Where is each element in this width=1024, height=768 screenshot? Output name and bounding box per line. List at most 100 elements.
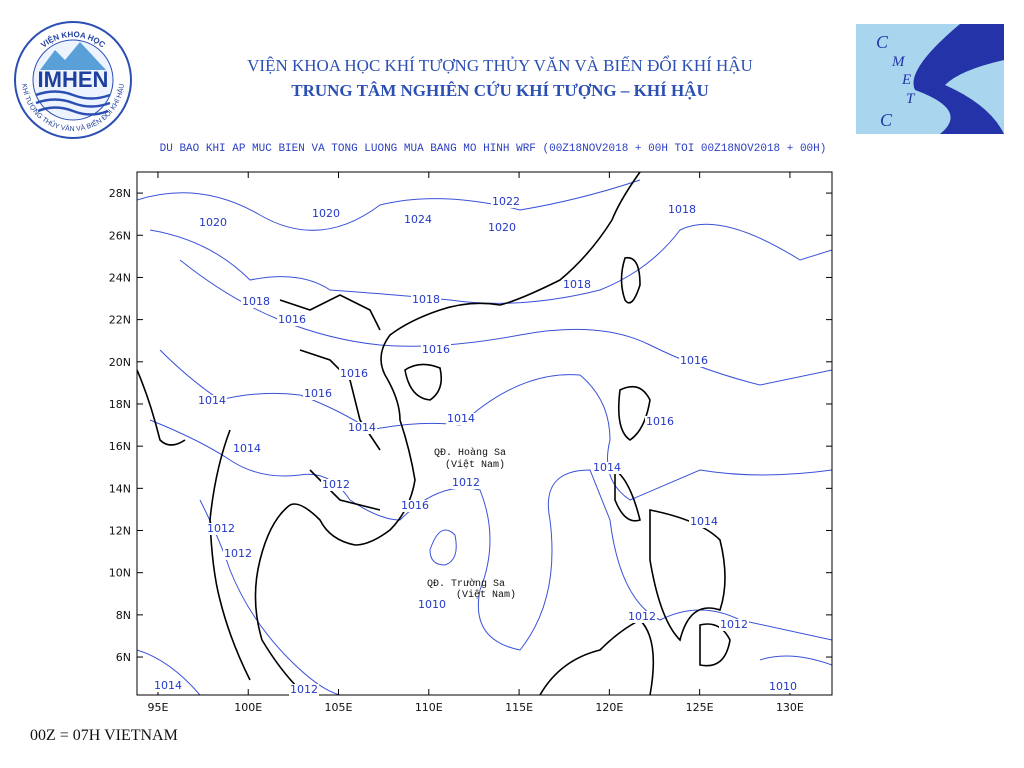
contour-label-bg bbox=[232, 443, 262, 455]
isobar bbox=[159, 349, 832, 501]
contour-label-bg bbox=[562, 279, 592, 291]
place-label: (Việt Nam) bbox=[456, 589, 516, 601]
contour-label-bg bbox=[679, 355, 709, 367]
place-label: (Việt Nam) bbox=[445, 459, 505, 471]
contour-label: 1014 bbox=[447, 412, 475, 425]
logo-name: IMHEN bbox=[38, 67, 109, 92]
contour-label-bg bbox=[153, 680, 183, 692]
isobar bbox=[137, 179, 641, 231]
contour-label: 1012 bbox=[322, 478, 350, 491]
contour-label-bg bbox=[491, 196, 521, 208]
logo-letter: T bbox=[906, 91, 916, 107]
contour-label-bg bbox=[667, 204, 697, 216]
contour-label: 1016 bbox=[422, 343, 450, 356]
place-label: QĐ. Hoàng Sa bbox=[434, 447, 506, 459]
contour-label-bg bbox=[487, 222, 517, 234]
imhen-logo: IMHEN VIỆN KHOA HỌC KHÍ TƯỢNG THỦY VĂN V… bbox=[14, 21, 132, 139]
contour-label: 1010 bbox=[769, 680, 797, 693]
contour-label-bg bbox=[241, 296, 271, 308]
x-tick-label: 100E bbox=[234, 701, 262, 714]
contour-label: 1020 bbox=[312, 207, 340, 220]
place-label: QĐ. Trường Sa bbox=[427, 578, 505, 590]
y-tick-label: 12N bbox=[109, 525, 131, 538]
contour-label: 1016 bbox=[340, 367, 368, 380]
coastline bbox=[354, 172, 641, 546]
contour-label: 1010 bbox=[418, 598, 446, 611]
logo-letter: E bbox=[901, 72, 911, 88]
contour-label: 1018 bbox=[563, 278, 591, 291]
contour-label: 1020 bbox=[488, 221, 516, 234]
x-tick-label: 115E bbox=[505, 701, 533, 714]
map-area bbox=[136, 171, 833, 696]
logo-letter: C bbox=[880, 110, 893, 130]
coastline bbox=[539, 619, 655, 695]
contour-label-bg bbox=[198, 217, 228, 229]
isobar bbox=[429, 529, 457, 566]
contour-label-bg bbox=[592, 462, 622, 474]
coastline bbox=[699, 623, 731, 667]
y-tick-label: 22N bbox=[109, 314, 131, 327]
coastline bbox=[404, 363, 443, 401]
y-tick-label: 6N bbox=[116, 651, 131, 664]
y-tick-label: 18N bbox=[109, 398, 131, 411]
y-tick-label: 28N bbox=[109, 187, 131, 200]
contour-label-bg bbox=[339, 368, 369, 380]
isobar bbox=[179, 259, 832, 386]
contour-label-bg bbox=[719, 619, 749, 631]
contour-label: 1018 bbox=[242, 295, 270, 308]
contour-label: 1012 bbox=[207, 522, 235, 535]
coastline bbox=[137, 369, 186, 446]
contour-label: 1024 bbox=[404, 213, 432, 226]
x-tick-label: 95E bbox=[147, 701, 168, 714]
contour-label: 1014 bbox=[233, 442, 261, 455]
contour-label: 1016 bbox=[278, 313, 306, 326]
y-tick-label: 10N bbox=[109, 567, 131, 580]
contour-label-bg bbox=[289, 684, 319, 696]
contour-label-bg bbox=[421, 344, 451, 356]
header-subtitle: TRUNG TÂM NGHIÊN CỨU KHÍ TƯỢNG – KHÍ HẬU bbox=[291, 81, 708, 100]
contour-label-bg bbox=[206, 523, 236, 535]
contour-label-bg bbox=[446, 413, 476, 425]
contour-label: 1012 bbox=[224, 547, 252, 560]
y-tick-label: 24N bbox=[109, 271, 131, 284]
isobar bbox=[137, 649, 201, 695]
contour-label: 1012 bbox=[290, 683, 318, 696]
contour-label: 1018 bbox=[668, 203, 696, 216]
contour-label-bg bbox=[311, 208, 341, 220]
coastline bbox=[620, 256, 641, 304]
contour-label: 1016 bbox=[680, 354, 708, 367]
x-tick-label: 120E bbox=[595, 701, 623, 714]
contour-label-bg bbox=[197, 395, 227, 407]
contour-label-bg bbox=[451, 477, 481, 489]
contour-label-bg bbox=[277, 314, 307, 326]
contour-label-bg bbox=[400, 500, 430, 512]
contour-label: 1022 bbox=[492, 195, 520, 208]
contour-label: 1014 bbox=[348, 421, 376, 434]
contour-label: 1016 bbox=[401, 499, 429, 512]
contour-label: 1014 bbox=[690, 515, 718, 528]
contour-label-bg bbox=[627, 611, 657, 623]
logo-letter: M bbox=[891, 54, 906, 70]
coastline bbox=[209, 429, 251, 681]
contour-label-bg bbox=[347, 422, 377, 434]
contour-label-bg bbox=[303, 388, 333, 400]
contour-label-bg bbox=[403, 214, 433, 226]
y-tick-label: 26N bbox=[109, 229, 131, 242]
coastline bbox=[254, 504, 301, 691]
contour-label-bg bbox=[645, 416, 675, 428]
contour-label-bg bbox=[411, 294, 441, 306]
contour-label: 1014 bbox=[593, 461, 621, 474]
map-title: DU BAO KHI AP MUC BIEN VA TONG LUONG MUA… bbox=[160, 143, 827, 155]
contour-label: 1016 bbox=[646, 415, 674, 428]
isobar bbox=[149, 419, 832, 651]
coastline bbox=[614, 385, 726, 642]
contour-label: 1016 bbox=[304, 387, 332, 400]
x-tick-label: 125E bbox=[686, 701, 714, 714]
contour-label: 1012 bbox=[628, 610, 656, 623]
y-tick-label: 16N bbox=[109, 440, 131, 453]
contour-label: 1020 bbox=[199, 216, 227, 229]
y-tick-label: 20N bbox=[109, 356, 131, 369]
contour-label: 1012 bbox=[452, 476, 480, 489]
contour-label: 1014 bbox=[198, 394, 226, 407]
